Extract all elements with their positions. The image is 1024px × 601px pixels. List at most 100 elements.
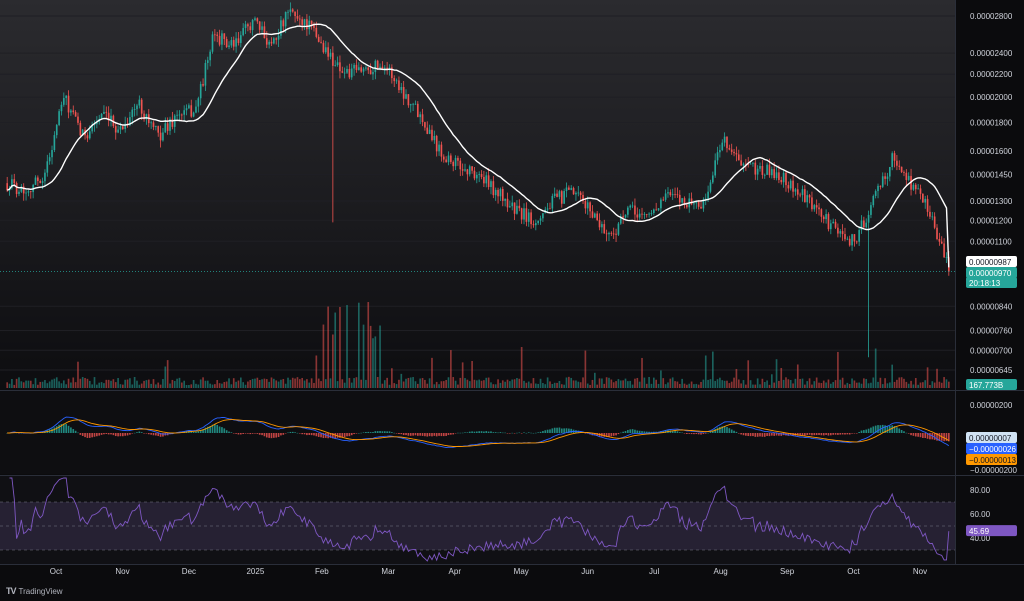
macd-histogram-bar xyxy=(147,433,150,435)
macd-histogram-bar xyxy=(129,433,131,435)
candle-body xyxy=(929,211,931,217)
volume-bar xyxy=(530,383,532,388)
volume-bar xyxy=(388,384,391,388)
macd-line xyxy=(7,416,950,448)
volume-bar xyxy=(265,379,268,388)
time-axis[interactable]: Oct Nov Dec 2025 Feb Mar Apr May Jun Jul Aug Sep Oct… xyxy=(50,567,927,576)
macd-histogram-bar xyxy=(870,427,872,433)
volume-bar xyxy=(556,382,558,388)
candle-body xyxy=(627,207,629,215)
macd-histogram-bar xyxy=(638,430,641,433)
candle-body xyxy=(674,194,676,195)
macd-histogram-bar xyxy=(926,433,929,439)
tradingview-brand[interactable]: TV TradingView xyxy=(6,586,63,596)
candle-body xyxy=(603,224,606,234)
price-tick-label: 0.00001200 xyxy=(970,216,1013,225)
last-price-badge-bg xyxy=(966,267,1017,278)
volume-bar xyxy=(386,377,388,388)
volume-bar xyxy=(893,381,896,388)
price-tick-label: 0.00000700 xyxy=(970,346,1013,355)
volume-bar xyxy=(766,380,768,388)
macd-histogram-bar xyxy=(306,433,308,436)
macd-histogram-bar xyxy=(461,432,464,434)
macd-histogram-bar xyxy=(126,433,129,436)
macd-histogram-bar xyxy=(209,425,211,433)
time-tick-label: Oct xyxy=(847,567,860,576)
candle-body xyxy=(77,116,79,123)
macd-histogram-bar xyxy=(298,433,301,434)
volume-bar xyxy=(735,368,738,388)
candle-body xyxy=(794,189,797,192)
candle-body xyxy=(513,202,516,214)
volume-bar xyxy=(310,378,313,388)
macd-histogram-bar xyxy=(549,429,551,433)
macd-histogram-bar xyxy=(681,432,683,434)
volume-bar xyxy=(846,382,849,388)
volume-bar xyxy=(155,384,157,388)
macd-histogram-bar xyxy=(317,433,320,437)
volume-bar xyxy=(22,382,25,388)
macd-histogram-bar xyxy=(709,431,712,433)
volume-bar xyxy=(442,381,445,388)
macd-histogram-bar xyxy=(237,433,240,435)
macd-signal-badge-bg xyxy=(966,443,1017,454)
candle-body xyxy=(867,214,870,223)
candle-body xyxy=(787,185,790,189)
macd-histogram-bar xyxy=(884,425,886,433)
volume-bar xyxy=(485,377,488,388)
rsi-indicator xyxy=(0,477,955,562)
macd-histogram-bar xyxy=(761,433,764,437)
volume-bar xyxy=(471,360,473,388)
candle-body xyxy=(938,238,941,242)
macd-histogram-bar xyxy=(480,431,483,433)
macd-histogram-bar xyxy=(627,430,629,433)
volume-bar xyxy=(903,378,905,388)
volume-bar xyxy=(162,379,164,388)
volume-bar xyxy=(532,378,535,388)
macd-histogram-bar xyxy=(553,427,556,433)
volume-badge-bg xyxy=(966,379,1017,390)
candle-body xyxy=(393,78,396,82)
macd-histogram-bar xyxy=(648,431,650,433)
candle-body xyxy=(93,123,96,126)
candle-body xyxy=(350,68,353,78)
candle-body xyxy=(596,213,599,221)
candle-body xyxy=(51,150,53,158)
ma-line xyxy=(6,23,950,268)
macd-histogram-bar xyxy=(506,433,509,434)
volume-bar xyxy=(860,383,863,388)
macd-histogram-bar xyxy=(438,433,440,436)
price-axis[interactable]: 0.00002800 0.00002400 0.00002200 0.00002000… xyxy=(970,12,1017,543)
volume-bar xyxy=(671,377,674,388)
macd-histogram-bar xyxy=(159,433,162,437)
macd-histogram-bar xyxy=(608,433,610,437)
candle-body xyxy=(214,34,216,36)
macd-histogram-bar xyxy=(527,432,530,433)
macd-histogram-bar xyxy=(903,431,905,433)
candle-body xyxy=(100,113,103,119)
volume-bar xyxy=(714,380,717,388)
volume-bar xyxy=(537,383,540,388)
volume-bar xyxy=(409,377,412,388)
macd-histogram-bar xyxy=(322,433,325,439)
macd-histogram-bar xyxy=(813,433,816,436)
candle-body xyxy=(839,231,842,234)
volume-bar xyxy=(249,380,252,388)
macd-histogram-bar xyxy=(676,431,679,433)
macd-histogram-bar xyxy=(402,433,405,436)
candle-body xyxy=(511,202,514,207)
macd-histogram-bar xyxy=(619,432,622,434)
macd-histogram-bar xyxy=(204,427,207,433)
volume-bar xyxy=(697,384,700,388)
volume-bar xyxy=(837,351,839,388)
macd-histogram-bar xyxy=(310,433,313,436)
candle-body xyxy=(629,205,632,208)
volume-bar xyxy=(726,380,728,388)
candle-body xyxy=(740,160,742,166)
macd-histogram-bar xyxy=(211,424,214,433)
macd-histogram-bar xyxy=(291,431,294,433)
macd-histogram-bar xyxy=(332,433,334,439)
candle-body xyxy=(348,68,351,78)
volume-bar xyxy=(379,325,381,388)
